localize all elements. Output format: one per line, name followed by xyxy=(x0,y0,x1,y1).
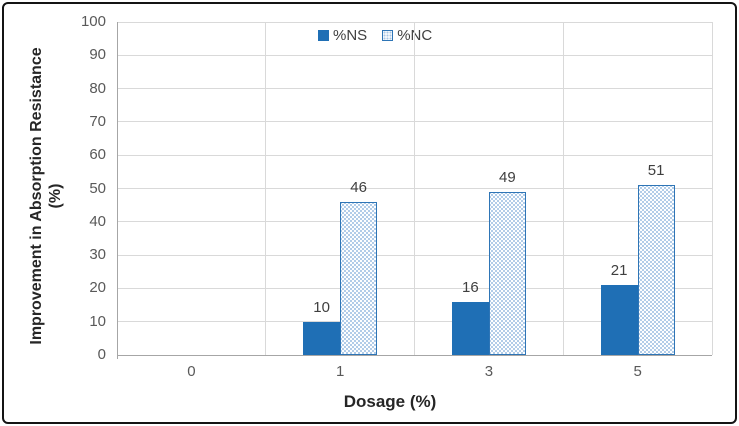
y-tick-label: 60 xyxy=(89,146,106,164)
legend-item-nc: %NC xyxy=(382,28,432,43)
y-tick-label: 10 xyxy=(89,312,106,330)
y-tick-label: 90 xyxy=(89,46,106,64)
ns-bar xyxy=(303,321,341,355)
y-axis-title-line2: (%) xyxy=(47,183,64,209)
y-axis-title: Improvement in Absorption Resistance (%) xyxy=(27,6,65,386)
v-gridline xyxy=(414,22,415,355)
y-tick-label: 100 xyxy=(80,13,106,30)
data-label: 46 xyxy=(350,178,367,196)
data-label: 49 xyxy=(499,168,516,186)
nc-bar xyxy=(340,201,378,355)
nc-series-swatch-icon xyxy=(382,30,394,41)
ns-bar xyxy=(600,285,638,355)
x-tick-label: 5 xyxy=(633,363,642,380)
x-tick-label: 3 xyxy=(484,363,494,380)
y-axis-title-line1: Improvement in Absorption Resistance xyxy=(28,47,45,345)
legend-label-ns: %NS xyxy=(333,27,368,44)
y-axis-line xyxy=(116,22,118,359)
y-tick-label: 20 xyxy=(89,279,106,297)
data-label: 21 xyxy=(610,262,628,280)
y-tick-label: 30 xyxy=(89,246,106,264)
y-tick-label: 40 xyxy=(89,212,106,230)
ns-bar xyxy=(451,301,489,355)
x-axis-line xyxy=(117,354,712,356)
y-tick-label: 80 xyxy=(89,79,106,97)
v-gridline xyxy=(265,22,267,355)
data-label: 10 xyxy=(313,298,330,316)
y-tick-label: 50 xyxy=(89,179,106,197)
x-tick-label: 1 xyxy=(335,363,345,380)
legend: %NS %NC xyxy=(318,27,432,44)
nc-bar xyxy=(488,191,526,355)
x-tick-label: 0 xyxy=(187,363,196,380)
ns-series-swatch-icon xyxy=(318,30,329,41)
x-axis-title: Dosage (%) xyxy=(343,392,437,411)
v-gridline xyxy=(562,22,564,355)
legend-item-ns: %NS xyxy=(318,27,368,44)
data-label: 16 xyxy=(462,278,479,296)
nc-bar xyxy=(637,185,675,355)
data-label: 51 xyxy=(647,162,665,180)
y-tick-label: 70 xyxy=(89,112,106,130)
v-gridline xyxy=(711,22,713,355)
y-tick-label: 0 xyxy=(97,346,106,363)
